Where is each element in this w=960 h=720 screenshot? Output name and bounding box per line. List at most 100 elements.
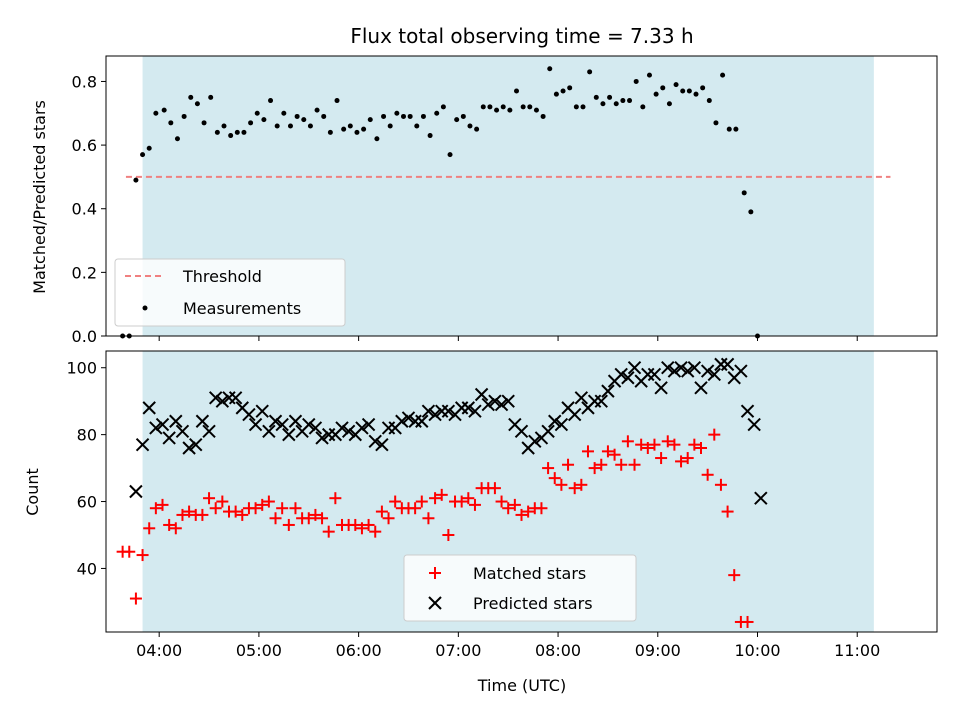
x-stroke [268, 414, 283, 428]
x-tick-label: 11:00 [834, 641, 880, 660]
plot-frame-ratio [105, 55, 938, 337]
measurement-point [188, 94, 194, 100]
measurement-point [706, 98, 712, 104]
measurement-point [354, 129, 360, 135]
predicted-star-point [202, 424, 216, 438]
matched-star-point [728, 569, 741, 582]
measurement-point [660, 85, 666, 91]
x-stroke [308, 421, 323, 435]
predicted-star-point [341, 424, 356, 438]
measurement-point [741, 190, 747, 196]
measurement-point [733, 126, 739, 132]
predicted-star-point [255, 404, 269, 418]
measurement-point [281, 110, 287, 116]
x-stroke [182, 441, 196, 455]
ratio-panel: 0.00.20.40.60.8 Matched/Predicted stars … [30, 55, 938, 346]
matched-star-point [442, 528, 455, 541]
y-axis-label-count: Count [23, 468, 42, 516]
predicted-star-point [189, 437, 203, 452]
measurement-point [500, 104, 506, 110]
predicted-star-point [514, 424, 529, 438]
predicted-star-point [175, 424, 190, 438]
predicted-star-point [687, 361, 702, 375]
x-stroke [155, 417, 170, 432]
matched-star-point [435, 488, 448, 501]
predicted-star-point [415, 414, 429, 428]
matched-star-point [309, 508, 322, 521]
x-stroke [175, 424, 190, 438]
measurement-point [400, 113, 406, 119]
measurement-point [553, 91, 559, 97]
y-tick-label: 0.8 [72, 72, 97, 91]
matched-star-point [621, 435, 634, 448]
x-stroke [275, 417, 289, 432]
measurement-point [174, 136, 180, 142]
matched-star-point [721, 505, 734, 518]
matched-star-point [608, 448, 621, 461]
x-tick-label: 04:00 [136, 641, 182, 660]
predicted-star-point [501, 394, 515, 408]
measurement-point [460, 113, 466, 119]
x-stroke [428, 407, 442, 422]
x-stroke [647, 367, 662, 382]
predicted-star-point [554, 417, 569, 432]
predicted-star-point [654, 381, 668, 395]
legend-predicted-label: Predicted stars [473, 594, 593, 613]
matched-star-point [156, 498, 169, 511]
predicted-star-point [481, 397, 495, 412]
matched-star-point [495, 495, 508, 508]
matched-star-point [694, 442, 707, 455]
matched-star-point [575, 478, 588, 491]
measurement-point [507, 107, 513, 113]
x-stroke [129, 484, 143, 499]
legend-measurements-swatch [142, 305, 148, 311]
y-axis-label-ratio: Matched/Predicted stars [30, 100, 49, 294]
measurement-point [540, 113, 546, 119]
measurement-point [387, 123, 393, 129]
predicted-star-point [155, 417, 170, 432]
measurement-point [726, 126, 732, 132]
measurement-point [547, 66, 553, 72]
measurement-point [327, 129, 333, 135]
matched-star-point [415, 495, 428, 508]
measurement-point [381, 113, 387, 119]
x-stroke [614, 367, 628, 382]
predicted-star-point [488, 394, 502, 408]
measurement-point [620, 98, 626, 104]
predicted-star-point [288, 414, 303, 428]
matched-star-point [196, 508, 209, 521]
matched-star-point [183, 505, 196, 518]
measurement-point [248, 120, 254, 126]
measurement-point [254, 110, 260, 116]
predicted-star-point [574, 391, 589, 405]
predicted-star-point [282, 427, 296, 442]
matched-star-point [668, 438, 681, 451]
predicted-star-point [142, 401, 156, 415]
x-stroke [169, 414, 183, 428]
matched-star-point [522, 505, 535, 518]
measurement-point [321, 113, 327, 119]
measurement-point [748, 209, 754, 215]
predicted-star-point [149, 421, 163, 435]
matched-star-point [462, 492, 475, 505]
predicted-star-point [541, 424, 555, 438]
measurement-point [161, 107, 167, 113]
matched-star-point [349, 518, 362, 531]
matched-star-point [502, 502, 515, 515]
predicted-star-point [228, 391, 243, 405]
measurement-point [633, 78, 639, 84]
x-stroke [508, 417, 522, 432]
x-stroke [488, 394, 502, 408]
measurement-point [693, 91, 699, 97]
matched-star-point [123, 545, 136, 558]
y-tick-label: 60 [77, 493, 97, 512]
legend-predicted-swatch [428, 596, 442, 610]
measurement-point [640, 104, 646, 110]
measurement-point [686, 88, 692, 94]
measurement-point [700, 85, 706, 91]
measurement-point [374, 136, 380, 142]
matched-star-point [714, 478, 727, 491]
predicted-star-point [182, 441, 196, 455]
measurement-point [646, 72, 652, 78]
measurement-point [194, 101, 200, 107]
